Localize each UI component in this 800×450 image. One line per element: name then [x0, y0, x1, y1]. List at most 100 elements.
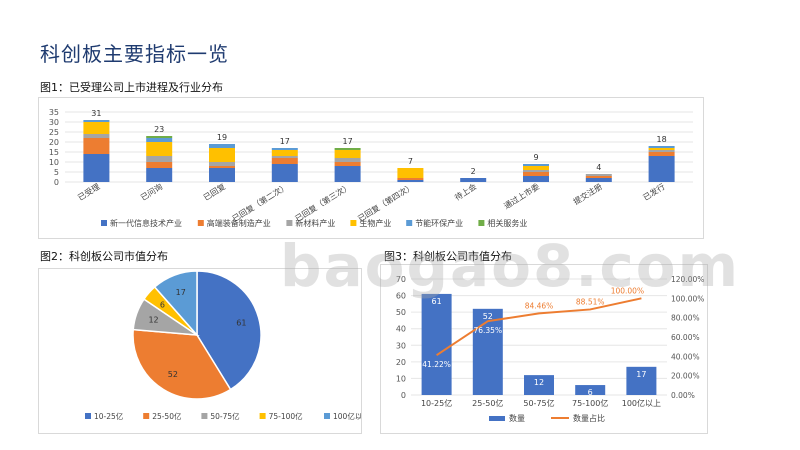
fig3-y2tick-label: 100.00% — [671, 294, 704, 303]
fig1-legend-label: 生物产业 — [359, 218, 391, 228]
fig1-total-label: 9 — [533, 153, 538, 162]
fig1-bar-segment — [648, 150, 675, 152]
fig1-category-label: 已回复 — [201, 181, 227, 202]
fig3-category-label: 100亿以上 — [622, 398, 661, 408]
fig3-y2tick-label: 60.00% — [671, 333, 700, 342]
fig1-bar-segment — [209, 166, 235, 168]
fig2-legend-label: 75-100亿 — [269, 411, 304, 421]
fig1-category-label: 已回复（第四次） — [356, 181, 416, 223]
fig1-bar-segment — [648, 156, 675, 182]
fig2-slice-label: 6 — [160, 301, 165, 310]
fig1-bar-segment — [209, 144, 235, 148]
fig1-total-label: 7 — [408, 157, 413, 166]
fig1-caption: 图1：已受理公司上市进程及行业分布 — [40, 81, 223, 94]
fig1-category-label: 已发行 — [641, 181, 667, 202]
fig1-legend-label: 节能环保产业 — [415, 218, 463, 228]
fig1-total-label: 31 — [91, 109, 101, 118]
fig3-bar — [524, 375, 554, 395]
fig1-ytick-label: 0 — [54, 178, 59, 187]
fig3-category-label: 75-100亿 — [572, 398, 608, 408]
fig1-bar-segment — [397, 178, 424, 180]
fig3-y2tick-label: 0.00% — [671, 391, 695, 400]
fig1-bar-segment — [83, 122, 110, 134]
fig1-bar-segment — [209, 148, 235, 162]
fig3-ytick-label: 30 — [396, 341, 406, 350]
fig1-bar-segment — [585, 176, 612, 178]
fig2-pie-slice — [132, 328, 232, 400]
fig1-total-label: 2 — [471, 167, 476, 176]
fig2-legend-label: 100亿以上 — [333, 411, 361, 421]
fig1-total-label: 19 — [217, 133, 227, 142]
fig1-bar-segment — [585, 178, 612, 182]
fig1-bar-segment — [334, 150, 361, 158]
fig1-bar-segment — [523, 166, 549, 170]
fig1-bar-segment — [146, 162, 173, 168]
fig1-category-label: 待上会 — [453, 181, 479, 202]
fig3-ytick-label: 10 — [396, 374, 406, 383]
fig3-ytick-label: 40 — [396, 325, 406, 334]
fig1-bar-segment — [397, 180, 424, 182]
fig2-slice-label: 12 — [148, 316, 158, 325]
fig1-bar-segment — [209, 168, 235, 182]
fig1-category-label: 已回复（第三次） — [293, 181, 353, 223]
fig2-legend-label: 25-50亿 — [152, 411, 182, 421]
fig3-line — [436, 297, 642, 356]
fig2-chart: 61 52 126 17 10-25亿 25-50亿 50-75亿 75-100亿 100亿以上 — [85, 270, 370, 421]
fig3-bar — [626, 366, 657, 395]
fig2-legend-swatch — [324, 413, 330, 419]
fig1-bar-segment — [83, 138, 110, 154]
fig1-bar-segment — [523, 164, 549, 166]
fig1-bar-segment — [146, 138, 173, 142]
fig1-bar-segment — [334, 158, 361, 162]
fig3-y2tick-label: 80.00% — [671, 314, 700, 323]
fig1-total-label: 4 — [596, 163, 601, 172]
fig3-line-label: 88.51% — [576, 297, 605, 306]
fig3-line-label: 100.00% — [611, 286, 644, 295]
fig3-bar — [421, 293, 452, 395]
fig3-ytick-label: 50 — [396, 308, 406, 317]
fig3-bar-label: 61 — [432, 297, 442, 306]
fig1-bar-segment — [648, 152, 675, 156]
fig3-ytick-label: 60 — [396, 292, 406, 301]
fig2-legend-label: 10-25亿 — [94, 411, 124, 421]
fig3-line-label: 41.22% — [422, 360, 451, 369]
fig1-legend-label: 新材料产业 — [295, 218, 335, 228]
fig1-bar-segment — [271, 156, 298, 158]
fig1-ytick-label: 20 — [49, 138, 59, 147]
fig1-bar-segment — [585, 174, 612, 176]
fig3-category-label: 25-50亿 — [472, 398, 503, 408]
fig3-legend-label: 数量 — [509, 413, 525, 423]
fig3-legend-swatch — [489, 416, 505, 421]
fig3-bar-label: 52 — [483, 312, 493, 321]
fig1-bar-segment — [209, 162, 235, 166]
fig2-panel: 61 52 126 17 10-25亿 25-50亿 50-75亿 75-100亿 100亿以上 — [38, 268, 370, 434]
fig2-legend-swatch — [259, 413, 266, 419]
fig2-pie-slice — [153, 270, 198, 337]
fig1-bar-segment — [83, 154, 110, 182]
fig3-ytick-label: 0 — [401, 391, 406, 400]
fig1-legend-swatch — [286, 220, 293, 226]
fig3-bar — [472, 308, 503, 395]
fig3-ytick-label: 20 — [396, 358, 406, 367]
fig3-legend-label: 数量占比 — [573, 413, 605, 423]
fig1-bar-segment — [271, 150, 298, 156]
fig1-ytick-label: 10 — [49, 158, 59, 167]
fig1-bar-segment — [397, 168, 424, 178]
fig3-y2tick-label: 20.00% — [671, 372, 700, 381]
fig1-bar-segment — [83, 120, 110, 122]
fig1-ytick-label: 15 — [49, 148, 59, 157]
fig3-y2tick-label: 120.00% — [671, 275, 704, 284]
fig2-legend-swatch — [85, 413, 91, 419]
fig1-bar-segment — [334, 166, 361, 182]
fig1-bar-segment — [523, 170, 549, 172]
fig3-line-label: 76.35% — [473, 326, 502, 335]
fig1-bar-segment — [83, 134, 110, 138]
fig1-bar-segment — [523, 172, 549, 176]
fig1-category-label: 提交注册 — [571, 181, 603, 206]
fig1-bar-segment — [648, 148, 675, 150]
fig1-bar-segment — [523, 176, 549, 182]
fig1-panel: 0 5 10 15 20 25 30 35 31 已受理 23 已问询 19 已回复 17 已回复（第二次） 1… — [38, 97, 704, 239]
fig1-total-label: 17 — [280, 137, 290, 146]
fig1-ytick-label: 35 — [49, 108, 59, 117]
